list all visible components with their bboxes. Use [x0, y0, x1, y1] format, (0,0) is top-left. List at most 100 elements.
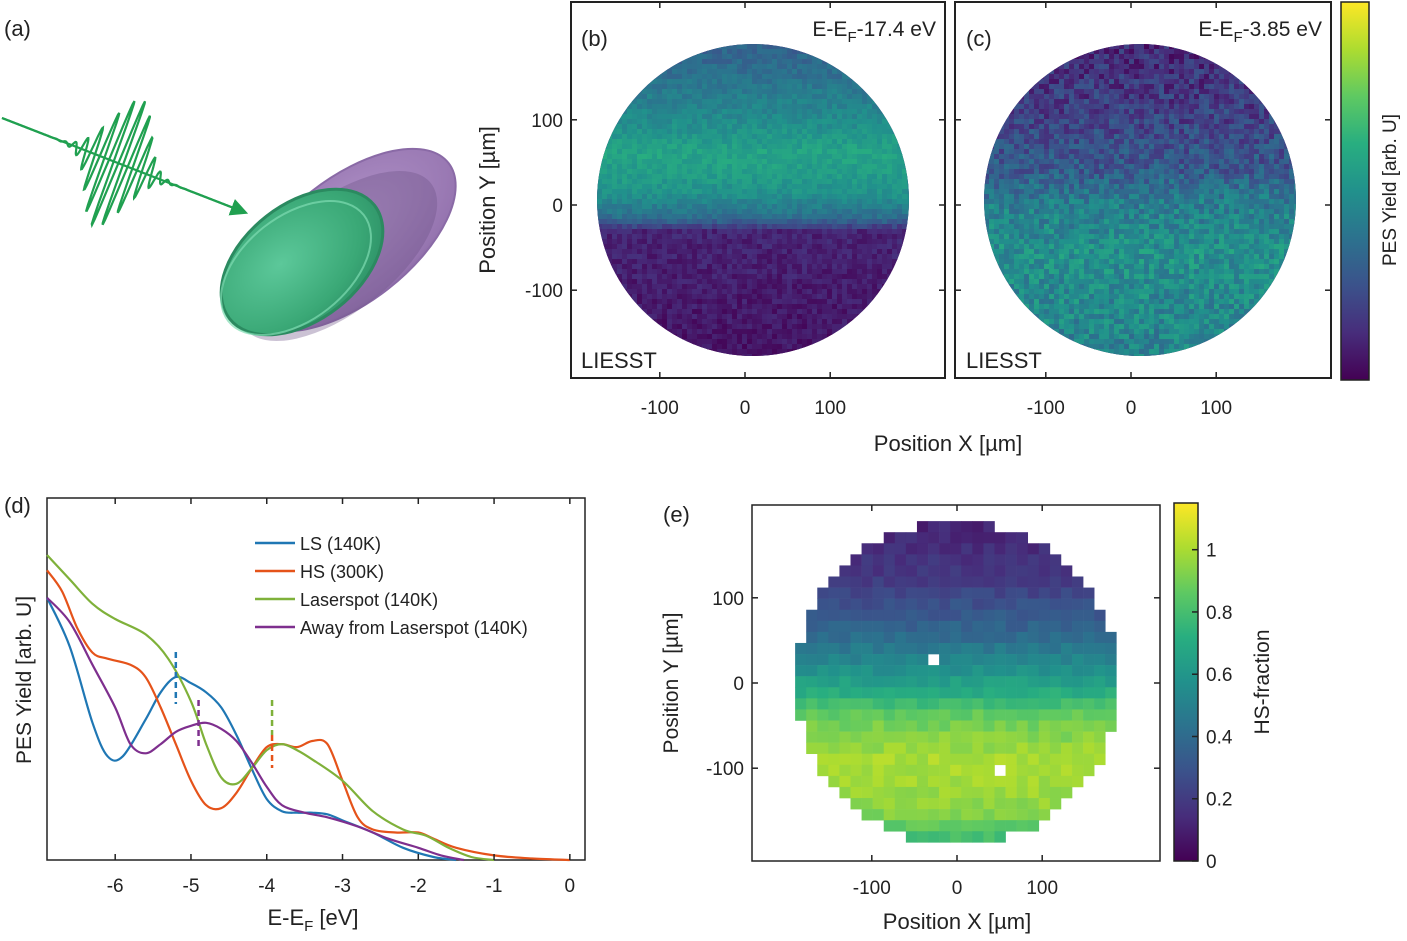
map-pixel	[632, 64, 638, 70]
map-pixel	[742, 264, 748, 270]
map-pixel	[1034, 54, 1040, 60]
map-pixel	[1084, 109, 1090, 115]
map-pixel	[1249, 64, 1255, 70]
map-pixel	[677, 69, 683, 75]
map-pixel	[787, 224, 793, 230]
map-pixel	[642, 144, 648, 150]
map-pixel	[777, 239, 783, 245]
map-pixel	[637, 294, 643, 300]
map-pixel	[697, 174, 703, 180]
map-pixel	[882, 44, 888, 50]
map-pixel	[767, 49, 773, 55]
map-pixel	[872, 249, 878, 255]
map-pixel	[792, 199, 798, 205]
map-pixel	[637, 54, 643, 60]
map-pixel	[727, 159, 733, 165]
map-pixel	[852, 334, 858, 340]
map-pixel	[1069, 49, 1075, 55]
map-pixel	[1274, 94, 1280, 100]
map-pixel	[1199, 79, 1205, 85]
map-pixel	[787, 74, 793, 80]
map-pixel	[857, 264, 863, 270]
map-pixel	[867, 284, 873, 290]
map-pixel	[712, 119, 718, 125]
map-pixel	[612, 279, 618, 285]
map-pixel	[657, 74, 663, 80]
map-pixel	[787, 134, 793, 140]
map-pixel	[672, 334, 678, 340]
map-pixel	[757, 174, 763, 180]
map-pixel	[1054, 79, 1060, 85]
map-pixel	[807, 239, 813, 245]
map-pixel	[737, 204, 743, 210]
map-pixel	[712, 234, 718, 240]
map-pixel	[887, 214, 893, 220]
map-pixel	[742, 139, 748, 145]
map-pixel	[682, 294, 688, 300]
map-pixel	[877, 84, 883, 90]
map-pixel	[602, 159, 608, 165]
map-pixel	[1109, 119, 1115, 125]
map-pixel	[857, 249, 863, 255]
map-pixel	[792, 279, 798, 285]
laser-pulse-icon	[1, 100, 244, 229]
map-pixel	[1234, 79, 1240, 85]
map-pixel	[622, 269, 628, 275]
map-pixel	[1079, 44, 1085, 50]
map-pixel	[672, 214, 678, 220]
map-pixel	[1034, 109, 1040, 115]
map-pixel	[612, 79, 618, 85]
map-pixel	[637, 224, 643, 230]
map-pixel	[857, 304, 863, 310]
map-pixel	[812, 204, 818, 210]
map-pixel	[842, 309, 848, 315]
map-pixel	[672, 354, 678, 356]
map-pixel	[687, 79, 693, 85]
map-pixel	[1164, 79, 1170, 85]
map-pixel	[712, 149, 718, 155]
map-pixel	[642, 279, 648, 285]
map-pixel	[762, 304, 768, 310]
map-pixel	[727, 199, 733, 205]
map-pixel	[897, 59, 903, 65]
map-pixel	[847, 119, 853, 125]
map-pixel	[642, 189, 648, 195]
map-pixel	[677, 64, 683, 70]
map-pixel	[867, 289, 873, 295]
map-pixel	[1284, 54, 1290, 60]
map-pixel	[632, 234, 638, 240]
map-pixel	[1224, 104, 1230, 110]
map-pixel	[1189, 119, 1195, 125]
map-pixel	[1164, 59, 1170, 65]
map-pixel	[1229, 79, 1235, 85]
map-pixel	[792, 299, 798, 305]
map-pixel	[777, 84, 783, 90]
map-pixel	[787, 44, 793, 50]
map-pixel	[652, 74, 658, 80]
map-pixel	[842, 244, 848, 250]
map-pixel	[607, 239, 613, 245]
map-pixel	[757, 279, 763, 285]
map-pixel	[892, 84, 898, 90]
map-pixel	[662, 184, 668, 190]
map-pixel	[837, 169, 843, 175]
map-pixel	[667, 229, 673, 235]
map-pixel	[907, 164, 909, 170]
map-pixel	[612, 214, 618, 220]
map-pixel	[832, 219, 838, 225]
map-pixel	[742, 44, 748, 50]
map-pixel	[892, 244, 898, 250]
map-pixel	[647, 129, 653, 135]
map-pixel	[702, 324, 708, 330]
map-pixel	[837, 164, 843, 170]
map-pixel	[677, 259, 683, 265]
map-pixel	[707, 344, 713, 350]
map-pixel	[1004, 99, 1010, 105]
map-pixel	[1119, 94, 1125, 100]
map-pixel	[617, 169, 623, 175]
map-pixel	[907, 114, 909, 120]
map-pixel	[712, 309, 718, 315]
map-pixel	[862, 164, 868, 170]
map-pixel	[872, 289, 878, 295]
map-pixel	[752, 49, 758, 55]
